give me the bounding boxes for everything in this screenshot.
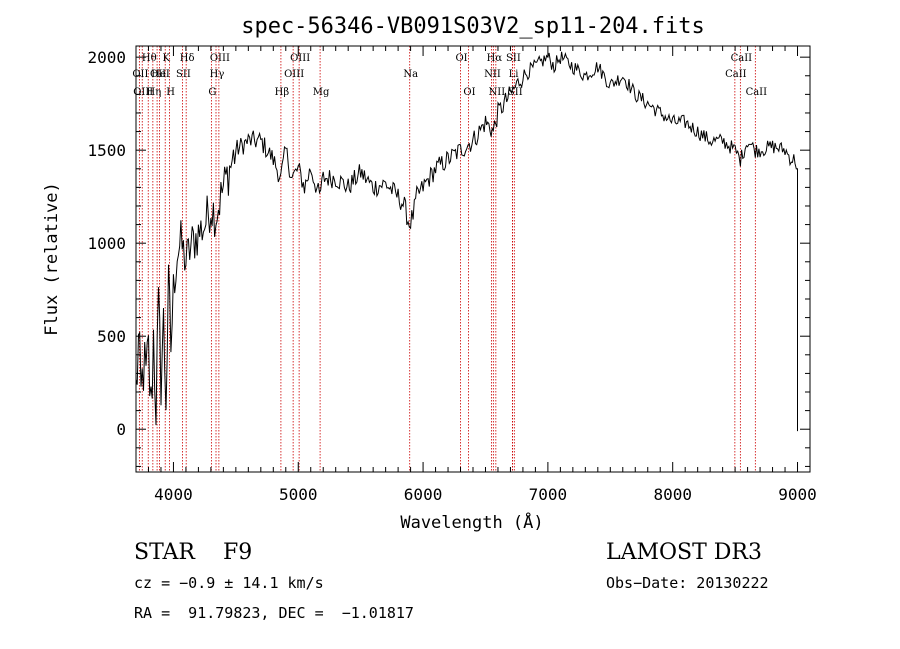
line-label-7: H bbox=[166, 87, 175, 98]
line-label-16: Mg bbox=[313, 87, 330, 98]
line-label-8: SII bbox=[176, 69, 191, 80]
y-axis: 0 500 1000 1500 2000 bbox=[87, 48, 810, 467]
line-label-19: OI bbox=[463, 87, 475, 98]
y-tick-label: 2000 bbox=[87, 48, 126, 67]
survey-name: LAMOST DR3 bbox=[606, 540, 762, 565]
y-tick-label: 1000 bbox=[87, 234, 126, 253]
line-label-12: OIII bbox=[210, 53, 230, 64]
redshift-value: cz = −0.9 ± 14.1 km/s bbox=[134, 574, 324, 592]
line-label-2: Hθ bbox=[142, 53, 157, 64]
line-label-0: OII bbox=[132, 69, 148, 80]
line-label-3: Hη bbox=[146, 87, 161, 98]
line-label-1: OIII bbox=[133, 87, 153, 98]
spectrum-series-flux bbox=[135, 51, 798, 432]
line-label-21: Hα bbox=[487, 53, 503, 64]
line-label-20: NII bbox=[484, 69, 501, 80]
line-label-24: Li bbox=[509, 69, 519, 80]
y-tick-label: 1500 bbox=[87, 141, 126, 160]
coordinates: RA = 91.79823, DEC = −1.01817 bbox=[134, 604, 414, 622]
line-label-14: OIII bbox=[284, 69, 304, 80]
line-label-26: CaII bbox=[725, 69, 747, 80]
x-axis: 4000 5000 6000 7000 8000 9000 bbox=[135, 46, 817, 504]
y-axis-label: Flux (relative) bbox=[42, 182, 62, 336]
line-labels: OIIOIIIHθHηOIIHeIKHSIIHδGHγOIIIHβOIIIOII… bbox=[132, 53, 767, 98]
line-label-22: NII bbox=[489, 87, 506, 98]
line-label-23: SII bbox=[506, 53, 521, 64]
line-label-11: Hγ bbox=[210, 69, 225, 80]
y-tick-label: 500 bbox=[97, 327, 126, 346]
y-tick-label: 0 bbox=[116, 420, 126, 439]
line-label-27: CaII bbox=[731, 53, 753, 64]
x-tick-label: 7000 bbox=[529, 485, 568, 504]
line-label-25: SII bbox=[508, 87, 523, 98]
line-label-18: OI bbox=[455, 53, 467, 64]
x-tick-label: 5000 bbox=[279, 485, 318, 504]
x-tick-label: 6000 bbox=[404, 485, 443, 504]
line-label-15: OIII bbox=[290, 53, 310, 64]
object-class: STAR F9 bbox=[134, 540, 253, 565]
chart-title: spec-56346-VB091S03V2_sp11-204.fits bbox=[241, 14, 705, 39]
plot-frame bbox=[135, 45, 811, 473]
line-label-4: OII bbox=[150, 69, 166, 80]
emission-line-markers bbox=[138, 46, 756, 472]
line-label-9: Hδ bbox=[180, 53, 195, 64]
x-tick-label: 4000 bbox=[154, 485, 193, 504]
line-label-13: Hβ bbox=[275, 87, 290, 98]
line-label-6: K bbox=[162, 53, 170, 64]
line-label-5: HeI bbox=[151, 69, 170, 80]
line-label-17: Na bbox=[403, 69, 418, 80]
line-label-10: G bbox=[208, 87, 216, 98]
line-label-28: CaII bbox=[746, 87, 768, 98]
x-axis-label: Wavelength (Å) bbox=[400, 511, 543, 533]
x-tick-label: 9000 bbox=[778, 485, 817, 504]
x-tick-label: 8000 bbox=[653, 485, 692, 504]
observation-date: Obs−Date: 20130222 bbox=[606, 574, 769, 592]
